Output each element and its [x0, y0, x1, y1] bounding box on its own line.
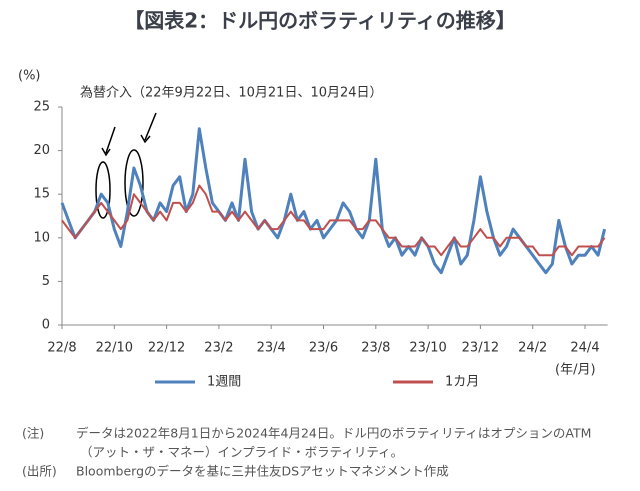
y-unit: (%) — [18, 69, 41, 84]
x-tick-label: 22/8 — [47, 341, 76, 356]
y-tick-label: 0 — [42, 318, 50, 333]
x-tick-label: 23/8 — [361, 341, 390, 356]
y-tick-label: 5 — [42, 274, 50, 289]
line — [60, 127, 607, 275]
annotation: 為替介入（22年9月22日、10月21日、10月24日） — [80, 85, 383, 101]
x-unit: (年/月) — [555, 363, 596, 378]
arrow — [105, 126, 116, 154]
annotation-marks — [95, 112, 157, 219]
note-text: （アット・ザ・マネー）インプライド・ボラティリティ。 — [80, 445, 403, 460]
x-tick-label: 23/2 — [204, 341, 233, 356]
x-tick-label: 22/12 — [148, 341, 185, 356]
x-tick-label: 23/6 — [309, 341, 338, 356]
x-tick-label: 23/4 — [257, 341, 286, 356]
legend-label: 1週間 — [207, 375, 241, 390]
x-tick-label: 24/2 — [518, 341, 547, 356]
arrow-head — [101, 147, 111, 157]
arrow-head — [140, 134, 151, 144]
y-tick-label: 15 — [33, 187, 50, 202]
note-label: (注) — [22, 426, 44, 441]
y-tick-label: 20 — [33, 143, 50, 158]
y-tick-label: 10 — [33, 230, 50, 245]
legend-label: 1カ月 — [445, 375, 479, 390]
ellipse — [95, 161, 111, 219]
x-tick-label: 22/10 — [96, 341, 133, 356]
x-tick-label: 24/4 — [570, 341, 599, 356]
line — [61, 184, 606, 257]
arrow — [144, 112, 157, 141]
note-label: (出所) — [22, 464, 57, 479]
note-text: Bloombergのデータを基に三井住友DSアセットマネジメント作成 — [76, 464, 449, 479]
x-tick-label: 23/12 — [462, 341, 499, 356]
y-tick-label: 25 — [33, 100, 50, 115]
x-tick-label: 23/10 — [409, 341, 446, 356]
ellipse — [124, 149, 144, 217]
chart-title: 【図表2：ドル円のボラティリティの推移】 — [124, 9, 516, 33]
note-text: データは2022年8月1日から2024年4月24日。ドル円のボラティリティはオプ… — [76, 426, 591, 441]
